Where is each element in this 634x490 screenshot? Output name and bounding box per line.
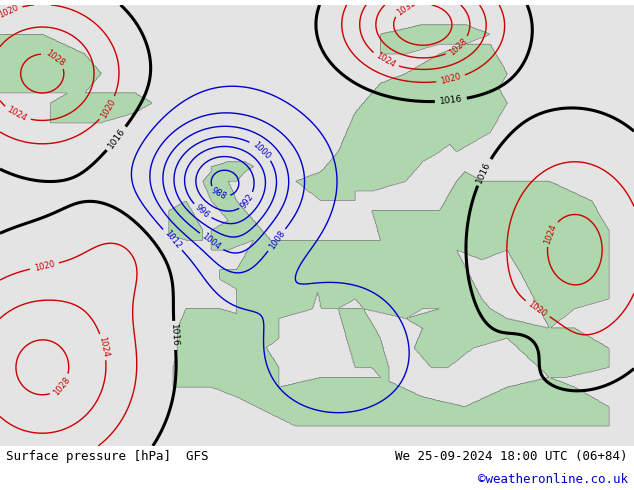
Text: 1024: 1024 [97, 336, 110, 358]
Text: We 25-09-2024 18:00 UTC (06+84): We 25-09-2024 18:00 UTC (06+84) [395, 450, 628, 463]
Text: 1016: 1016 [169, 324, 180, 347]
Text: 1028: 1028 [44, 48, 66, 68]
Text: 1032: 1032 [395, 0, 417, 17]
Text: 1016: 1016 [439, 95, 463, 106]
Text: 1016: 1016 [475, 160, 493, 184]
Text: 1024: 1024 [543, 222, 559, 245]
Text: 1000: 1000 [251, 140, 272, 161]
Text: 1024: 1024 [374, 51, 397, 70]
Text: Surface pressure [hPa]  GFS: Surface pressure [hPa] GFS [6, 450, 209, 463]
Text: 1012: 1012 [162, 229, 183, 251]
Text: 1024: 1024 [6, 105, 29, 123]
Text: 988: 988 [210, 186, 228, 202]
Text: 992: 992 [239, 192, 256, 210]
Text: 1008: 1008 [267, 229, 287, 251]
Text: 1020: 1020 [439, 73, 462, 86]
Text: 1020: 1020 [526, 299, 548, 318]
Text: 1020: 1020 [0, 3, 20, 20]
Text: 1028: 1028 [448, 36, 469, 57]
Text: 1004: 1004 [200, 232, 223, 252]
Text: 1028: 1028 [51, 375, 72, 397]
Text: 1020: 1020 [99, 97, 117, 120]
Text: 996: 996 [193, 203, 211, 220]
Text: ©weatheronline.co.uk: ©weatheronline.co.uk [477, 473, 628, 486]
Text: 1020: 1020 [33, 259, 56, 273]
Text: 1016: 1016 [106, 126, 127, 150]
